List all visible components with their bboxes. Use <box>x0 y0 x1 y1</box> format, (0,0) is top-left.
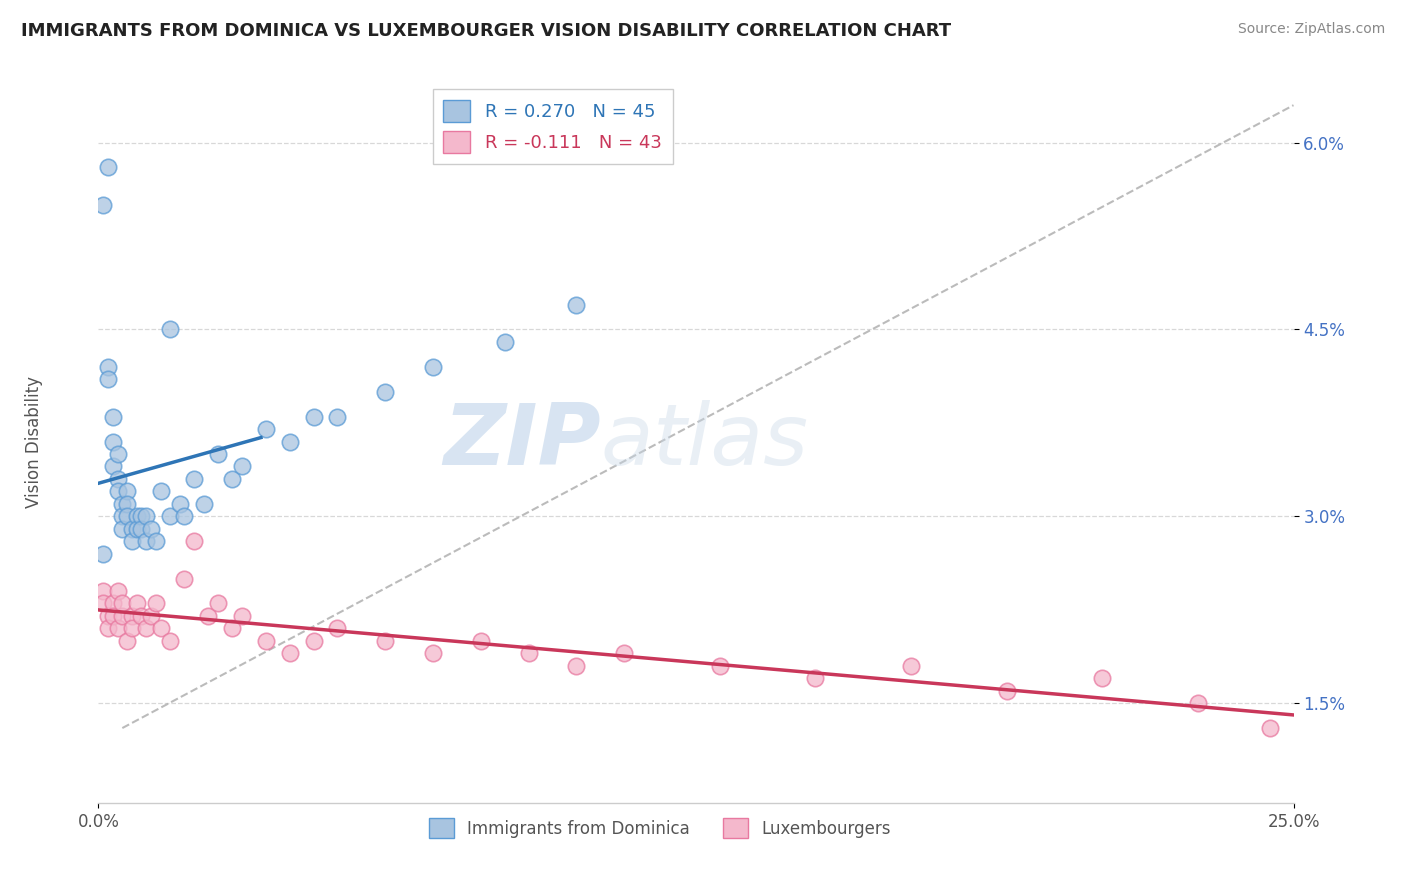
Point <box>101 409 124 424</box>
Point <box>494 334 516 349</box>
Point <box>995 683 1018 698</box>
Point <box>565 297 588 311</box>
Point <box>565 658 588 673</box>
Point <box>121 621 143 635</box>
Point <box>193 497 215 511</box>
Point <box>207 597 229 611</box>
Point <box>97 359 120 374</box>
Point <box>91 584 114 599</box>
Point <box>101 597 124 611</box>
Point <box>326 621 349 635</box>
Point <box>173 572 195 586</box>
Point <box>254 422 277 436</box>
Point <box>131 509 153 524</box>
Point <box>125 522 148 536</box>
Point <box>107 584 129 599</box>
Point <box>254 633 277 648</box>
Point <box>115 633 138 648</box>
Point <box>197 609 219 624</box>
Point <box>326 409 349 424</box>
Point <box>97 161 120 175</box>
Point <box>145 534 167 549</box>
Point <box>115 509 138 524</box>
Point <box>107 621 129 635</box>
Point <box>149 484 172 499</box>
Point <box>374 633 396 648</box>
Point <box>159 509 181 524</box>
Point <box>111 497 134 511</box>
Point <box>278 434 301 449</box>
Text: atlas: atlas <box>600 400 808 483</box>
Point <box>135 621 157 635</box>
Point <box>139 609 162 624</box>
Point <box>97 372 120 386</box>
Point <box>135 509 157 524</box>
Point <box>183 472 205 486</box>
Point <box>111 609 134 624</box>
Point <box>207 447 229 461</box>
Point <box>470 633 492 648</box>
Point <box>149 621 172 635</box>
Point <box>517 646 540 660</box>
Point <box>1091 671 1114 685</box>
Point <box>121 534 143 549</box>
Point <box>135 534 157 549</box>
Point <box>115 484 138 499</box>
Point <box>231 459 253 474</box>
Point <box>900 658 922 673</box>
Point <box>121 609 143 624</box>
Point <box>422 646 444 660</box>
Point <box>107 484 129 499</box>
Point <box>159 633 181 648</box>
Point <box>302 633 325 648</box>
Point <box>101 609 124 624</box>
Point <box>302 409 325 424</box>
Point <box>139 522 162 536</box>
Text: IMMIGRANTS FROM DOMINICA VS LUXEMBOURGER VISION DISABILITY CORRELATION CHART: IMMIGRANTS FROM DOMINICA VS LUXEMBOURGER… <box>21 22 952 40</box>
Point <box>709 658 731 673</box>
Point <box>111 509 134 524</box>
Point <box>107 472 129 486</box>
Point <box>125 509 148 524</box>
Point <box>278 646 301 660</box>
Point <box>115 497 138 511</box>
Point <box>173 509 195 524</box>
Point <box>107 447 129 461</box>
Point <box>91 597 114 611</box>
Legend: Immigrants from Dominica, Luxembourgers: Immigrants from Dominica, Luxembourgers <box>422 812 898 845</box>
Point <box>131 609 153 624</box>
Point <box>231 609 253 624</box>
Point <box>97 621 120 635</box>
Point <box>101 434 124 449</box>
Point <box>101 459 124 474</box>
Text: ZIP: ZIP <box>443 400 600 483</box>
Point <box>1258 721 1281 735</box>
Point <box>145 597 167 611</box>
Point <box>159 322 181 336</box>
Point <box>111 522 134 536</box>
Point <box>111 597 134 611</box>
Point <box>131 522 153 536</box>
Point <box>374 384 396 399</box>
Point <box>125 597 148 611</box>
Point <box>1187 696 1209 710</box>
Point <box>183 534 205 549</box>
Point <box>121 522 143 536</box>
Point <box>97 609 120 624</box>
Point <box>221 621 243 635</box>
Point <box>91 198 114 212</box>
Point <box>422 359 444 374</box>
Point <box>804 671 827 685</box>
Point <box>169 497 191 511</box>
Text: Source: ZipAtlas.com: Source: ZipAtlas.com <box>1237 22 1385 37</box>
Point <box>613 646 636 660</box>
Y-axis label: Vision Disability: Vision Disability <box>25 376 42 508</box>
Point <box>91 547 114 561</box>
Point <box>221 472 243 486</box>
